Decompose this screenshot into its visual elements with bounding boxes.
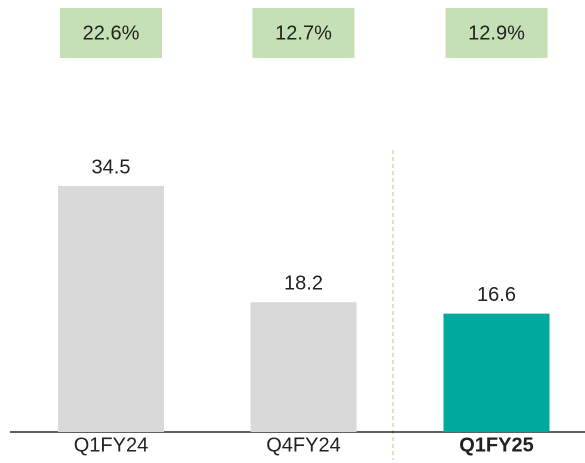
bar bbox=[58, 186, 164, 432]
value-label: 18.2 bbox=[284, 273, 323, 295]
value-label: 34.5 bbox=[92, 156, 131, 178]
bar bbox=[443, 313, 550, 432]
annotation-box bbox=[60, 8, 162, 58]
x-tick-label: Q1FY24 bbox=[74, 434, 148, 456]
annotation: 22.6% bbox=[83, 22, 140, 44]
bar bbox=[250, 302, 357, 432]
annotation-box bbox=[252, 8, 355, 58]
annotation-box bbox=[445, 8, 548, 58]
value-label: 16.6 bbox=[477, 284, 516, 306]
x-tick-label: Q4FY24 bbox=[266, 434, 340, 456]
x-tick-label: Q1FY25 bbox=[459, 434, 533, 456]
annotation: 12.7% bbox=[275, 22, 332, 44]
annotation: 12.9% bbox=[468, 22, 525, 44]
